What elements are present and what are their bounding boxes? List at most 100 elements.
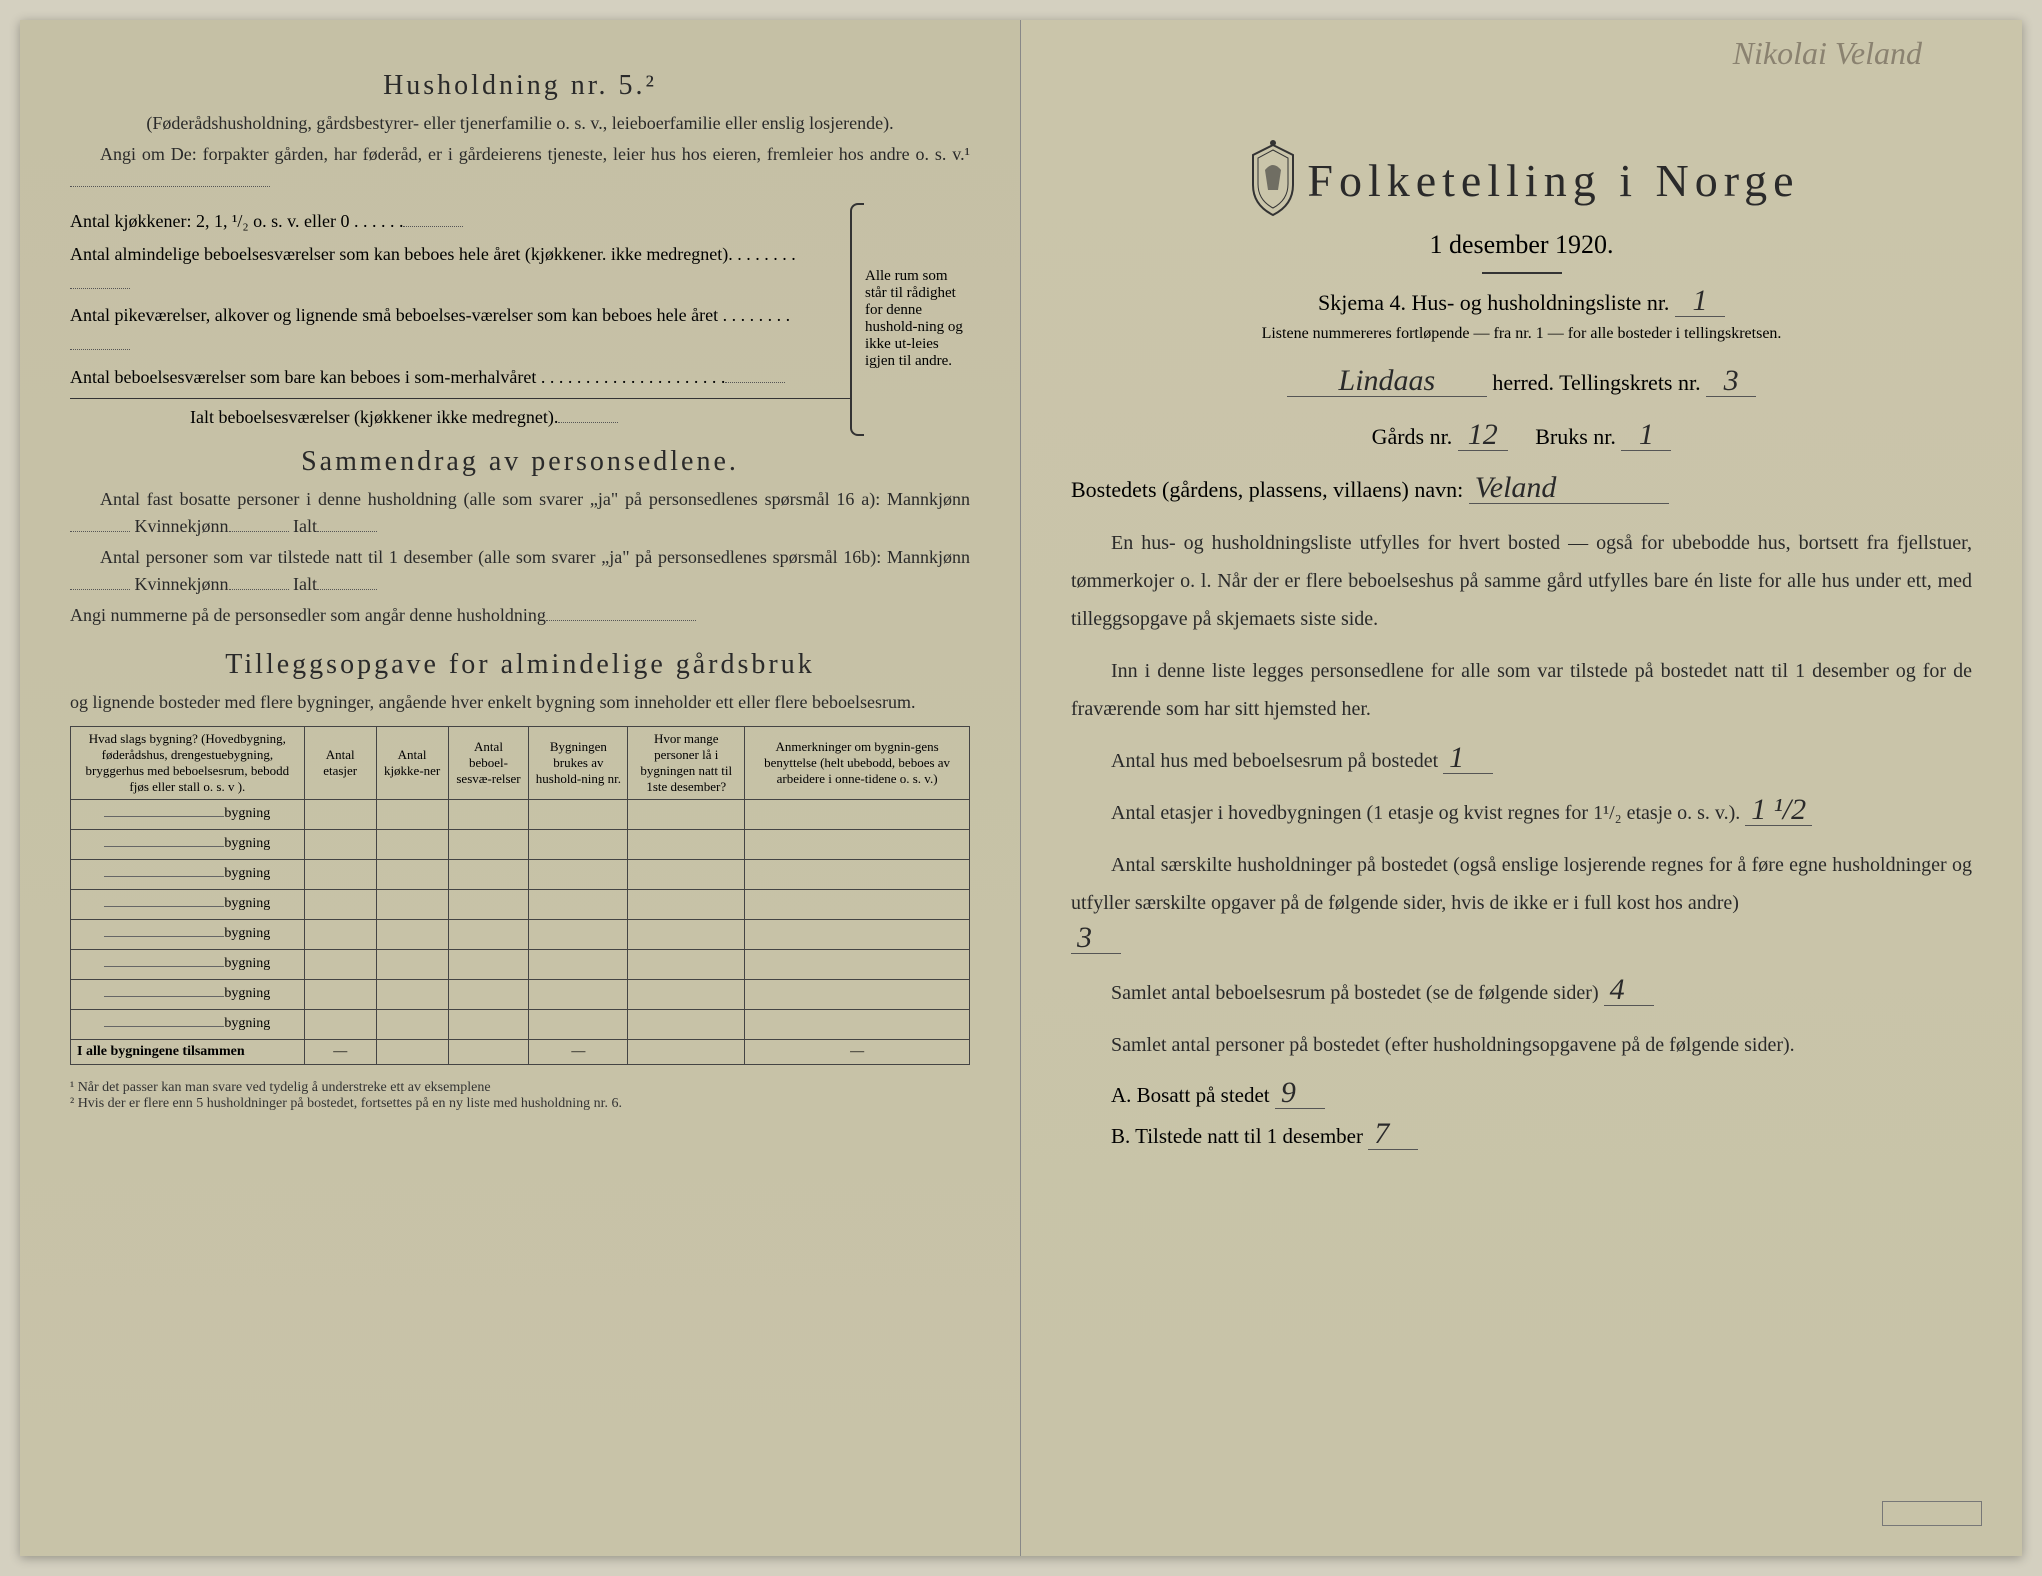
qB-answer: 7 [1368,1119,1418,1150]
cell [448,1009,529,1039]
cell [376,859,448,889]
fill [546,620,696,621]
cell [448,979,529,1009]
table-row: bygning [71,1009,970,1039]
cell [745,949,970,979]
th-type: Hvad slags bygning? (Hovedbygning, føder… [71,726,305,799]
kitchens-line: Antal kjøkkener: 2, 1, ¹/₂ o. s. v. elle… [70,207,850,236]
cell [376,829,448,859]
cell [376,799,448,829]
th-persons: Hvor mange personer lå i bygningen natt … [628,726,745,799]
rooms3-line: Antal beboelsesværelser som bare kan beb… [70,363,850,392]
cell [304,1009,376,1039]
bosted-value: Veland [1469,473,1669,504]
rooms3-label: Antal beboelsesværelser som bare kan beb… [70,367,725,387]
rooms2-label: Antal pikeværelser, alkover og lignende … [70,305,790,325]
s2p3-text: Angi nummerne på de personsedler som ang… [70,605,546,625]
cell [628,889,745,919]
q5-label: Samlet antal personer på bostedet (efter… [1071,1026,1795,1064]
title-block: Folketelling i Norge [1071,140,1972,220]
gards-label: Gårds nr. [1372,424,1453,449]
th-notes: Anmerkninger om bygnin-gens benyttelse (… [745,726,970,799]
fill [317,531,377,532]
buildings-table: Hvad slags bygning? (Hovedbygning, føder… [70,726,970,1065]
dash: — [304,1039,376,1064]
q3-label: Antal særskilte husholdninger på bostede… [1071,846,1972,922]
herred-row: Lindaas herred. Tellingskrets nr. 3 [1071,363,1972,403]
cell [745,1009,970,1039]
cell [529,799,628,829]
rooms1-line: Antal almindelige beboelsesværelser som … [70,240,850,298]
main-title: Folketelling i Norge [1307,154,1799,207]
cell [376,919,448,949]
table-row: bygning [71,949,970,979]
table-row: bygning [71,919,970,949]
section2-p3: Angi nummerne på de personsedler som ang… [70,602,970,629]
cell [745,859,970,889]
row-label: bygning [71,829,305,859]
q3-row: Antal særskilte husholdninger på bostede… [1071,846,1972,960]
q3-answer: 3 [1071,923,1121,954]
cell [745,919,970,949]
krets-nr: 3 [1706,366,1756,397]
qB-row: B. Tilstede natt til 1 desember 7 [1071,1119,1972,1150]
fill [229,531,289,532]
herred-value: Lindaas [1287,366,1487,397]
ialt-label: Ialt [293,516,317,536]
q4-label: Samlet antal beboelsesrum på bostedet (s… [1071,974,1599,1012]
cell [745,799,970,829]
row-label: bygning [71,1009,305,1039]
cell [745,979,970,1009]
cell [448,949,529,979]
cell [628,919,745,949]
fill-line [70,186,270,187]
brace-note: Alle rum som står til rådighet for denne… [850,203,970,436]
cell [529,889,628,919]
th-floors: Antal etasjer [304,726,376,799]
cell [628,949,745,979]
para1: En hus- og husholdningsliste utfylles fo… [1071,524,1972,638]
table-row: bygning [71,979,970,1009]
brace-text: Alle rum som står til rådighet for denne… [865,268,970,370]
cell [745,829,970,859]
qB-label: B. Tilstede natt til 1 desember [1111,1124,1363,1148]
cell [376,1009,448,1039]
rooms-list: Antal kjøkkener: 2, 1, ¹/₂ o. s. v. elle… [70,203,850,436]
q5-row: Samlet antal personer på bostedet (efter… [1071,1026,1972,1064]
q2-row: Antal etasjer i hovedbygningen (1 etasje… [1071,794,1972,832]
para2-text: Inn i denne liste legges personsedlene f… [1071,652,1972,728]
table-row: bygning [71,859,970,889]
kitchens-label: Antal kjøkkener: 2, 1, ¹/₂ o. s. v. elle… [70,211,403,231]
rooms1-label: Antal almindelige beboelsesværelser som … [70,244,796,264]
cell [529,1009,628,1039]
section2-p2: Antal personer som var tilstede natt til… [70,544,970,598]
table-header-row: Hvad slags bygning? (Hovedbygning, føder… [71,726,970,799]
kvinne-label2: Kvinnekjønn [135,574,229,594]
q1-label: Antal hus med beboelsesrum på bostedet [1071,742,1438,780]
fill [70,288,130,289]
bruks-label: Bruks nr. [1535,424,1616,449]
th-rooms: Antal beboel-sesvæ-relser [448,726,529,799]
qA-label: A. Bosatt på stedet [1111,1083,1270,1107]
footnote1: ¹ Når det passer kan man svare ved tydel… [70,1080,970,1096]
footnote2: ² Hvis der er flere enn 5 husholdninger … [70,1096,970,1112]
section1-sub: (Føderådshusholdning, gårdsbestyrer- ell… [70,110,970,137]
rooms-total-label: Ialt beboelsesværelser (kjøkkener ikke m… [190,407,558,427]
cell [628,1009,745,1039]
q1-row: Antal hus med beboelsesrum på bostedet 1 [1071,742,1972,780]
fill [70,349,130,350]
divider [1482,272,1562,274]
cell [628,799,745,829]
herred-label: herred. Tellingskrets nr. [1492,370,1700,395]
cell [628,979,745,1009]
fill [403,226,463,227]
row-label: bygning [71,799,305,829]
qA-row: A. Bosatt på stedet 9 [1071,1078,1972,1109]
cell [304,889,376,919]
cell [529,979,628,1009]
subtitle: 1 desember 1920. [1071,230,1972,260]
q4-answer: 4 [1604,975,1654,1006]
schema-label: Skjema 4. Hus- og husholdningsliste nr. [1318,290,1669,315]
q4-row: Samlet antal beboelsesrum på bostedet (s… [1071,974,1972,1012]
cell [529,829,628,859]
